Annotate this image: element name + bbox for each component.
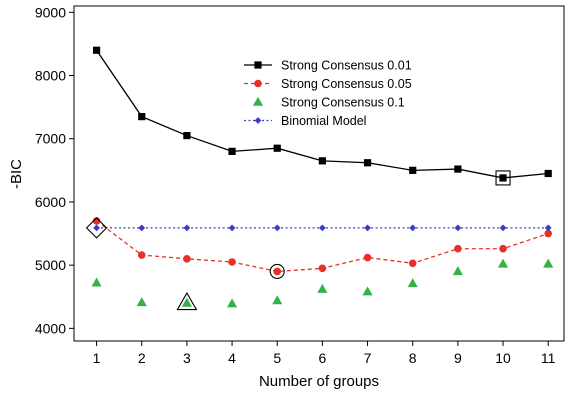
data-point: [363, 253, 372, 262]
legend-marker: [254, 61, 262, 69]
legend-item: Strong Consensus 0.1: [252, 96, 405, 110]
series-layer: [85, 46, 554, 311]
data-point: [273, 224, 281, 232]
data-point: [183, 224, 191, 232]
legend: Strong Consensus 0.01 Strong Consensus 0.…: [244, 59, 412, 128]
highlight-marker: [176, 291, 198, 311]
y-tick-label: 7000: [35, 131, 66, 147]
data-point: [452, 266, 463, 276]
series-2: [92, 217, 552, 280]
data-point: [181, 297, 192, 307]
x-tick-label: 4: [228, 350, 236, 366]
data-point: [499, 174, 507, 182]
legend-marker: [254, 79, 262, 88]
data-point: [227, 298, 238, 308]
x-tick-label: 3: [183, 350, 191, 366]
highlight-marker: [495, 170, 511, 186]
data-point: [273, 144, 281, 152]
data-point: [137, 251, 146, 259]
data-point: [407, 278, 418, 288]
data-point: [362, 286, 373, 296]
data-point: [136, 297, 147, 307]
data-point: [454, 224, 462, 232]
legend-marker: [252, 96, 264, 106]
data-point: [317, 283, 328, 293]
y-tick-label: 4000: [35, 320, 66, 336]
data-point: [183, 131, 191, 140]
legend-label: Binomial Model: [281, 114, 366, 128]
x-tick-label: 1: [93, 350, 101, 366]
data-point: [409, 224, 417, 232]
data-point: [273, 267, 282, 276]
x-axis-label: Number of groups: [259, 373, 379, 390]
x-tick-label: 11: [541, 350, 556, 366]
data-point: [363, 159, 372, 167]
legend-label: Strong Consensus 0.05: [281, 77, 412, 91]
series-1: [92, 46, 552, 186]
data-point: [499, 244, 507, 253]
data-point: [408, 259, 417, 268]
y-axis: 4000 5000 6000 7000 8000 9000: [35, 4, 74, 336]
data-point: [318, 157, 326, 165]
series-3: [91, 258, 554, 311]
legend-label: Strong Consensus 0.01: [281, 59, 412, 73]
legend-item: Binomial Model: [244, 114, 366, 128]
data-point: [544, 229, 552, 238]
data-point: [92, 46, 101, 54]
x-tick-label: 6: [318, 350, 326, 366]
legend-item: Strong Consensus 0.05: [244, 77, 412, 91]
data-point: [318, 224, 326, 232]
legend-label: Strong Consensus 0.1: [281, 96, 405, 110]
x-tick-label: 5: [273, 350, 281, 366]
data-point: [272, 295, 283, 305]
y-tick-label: 8000: [35, 68, 66, 84]
data-point: [454, 244, 462, 253]
data-point: [228, 147, 236, 155]
x-tick-label: 7: [364, 350, 372, 366]
data-point: [543, 258, 554, 268]
data-point: [228, 224, 236, 232]
highlight-marker: [269, 263, 285, 280]
x-tick-label: 2: [138, 350, 146, 366]
y-axis-label: -BIC: [8, 159, 25, 189]
y-tick-label: 5000: [35, 257, 66, 273]
x-axis: 1 2 3 4 5 6 7 8 9 10 11: [93, 341, 556, 366]
data-point: [454, 165, 462, 173]
data-point: [544, 169, 552, 178]
legend-item: Strong Consensus 0.01: [244, 59, 412, 73]
data-point: [318, 264, 327, 273]
series-4: [85, 217, 552, 239]
plot-frame: [73, 5, 565, 342]
data-point: [499, 224, 507, 232]
y-tick-label: 9000: [35, 4, 66, 20]
x-tick-label: 8: [409, 350, 417, 366]
x-tick-label: 10: [495, 350, 511, 366]
x-tick-label: 9: [454, 350, 462, 366]
data-point: [364, 224, 371, 232]
y-tick-label: 6000: [35, 194, 66, 210]
data-point: [497, 258, 509, 268]
data-point: [138, 113, 146, 121]
data-point: [183, 255, 191, 263]
data-point: [91, 277, 102, 287]
data-point: [228, 258, 236, 266]
data-point: [93, 224, 100, 232]
legend-marker: [254, 117, 262, 124]
highlight-marker: [85, 217, 108, 239]
data-point: [138, 224, 146, 232]
data-point: [409, 166, 417, 174]
data-point: [544, 224, 552, 232]
